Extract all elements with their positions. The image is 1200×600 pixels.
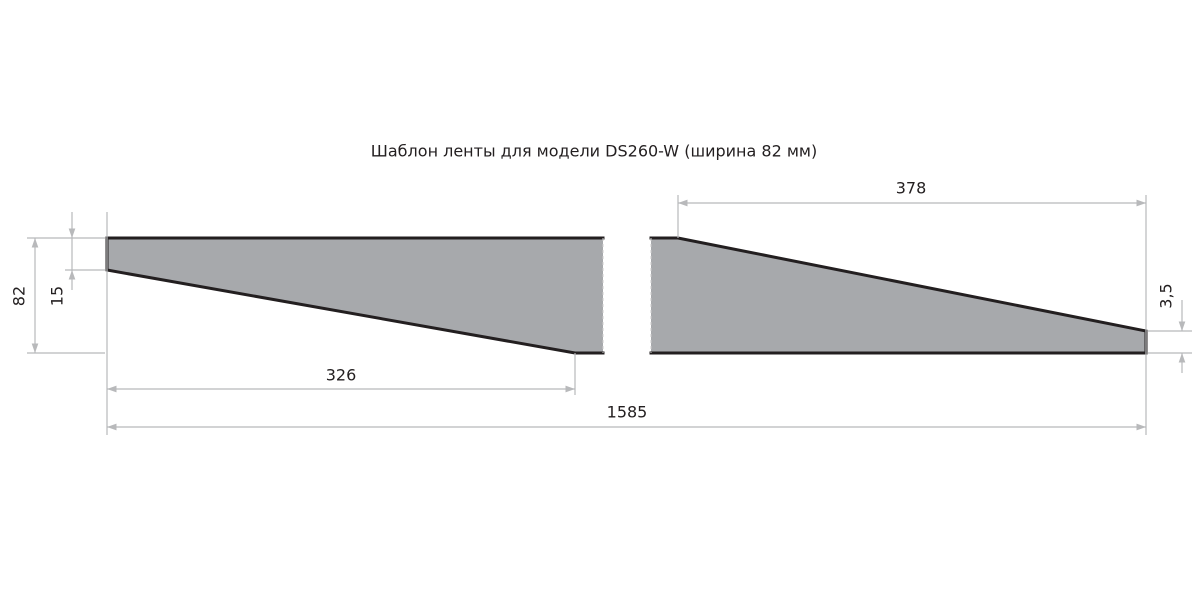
right-piece	[649, 236, 1148, 355]
dimension-label: 1585	[607, 403, 648, 422]
dimension-label: 326	[326, 366, 357, 385]
dimension-label: 378	[896, 179, 927, 198]
extension-lines	[27, 195, 1192, 435]
title: Шаблон ленты для модели DS260-W (ширина …	[371, 142, 817, 161]
dimension-label: 82	[10, 286, 29, 306]
dimension-lines	[31, 199, 1186, 431]
dimension-label: 15	[48, 286, 67, 306]
left-piece	[105, 236, 605, 355]
dimension-label: 3,5	[1157, 283, 1176, 308]
